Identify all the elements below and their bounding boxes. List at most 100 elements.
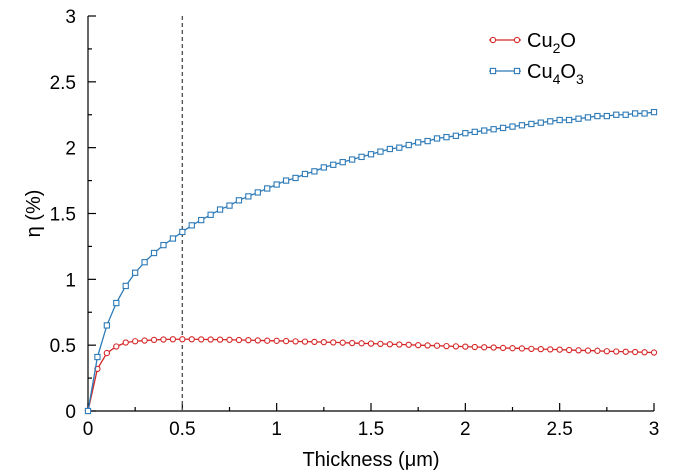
data-point xyxy=(603,112,610,120)
data-point xyxy=(113,299,120,307)
data-point xyxy=(348,156,356,163)
data-point xyxy=(509,345,516,352)
data-point xyxy=(490,344,497,351)
data-point xyxy=(490,126,497,133)
series-layer xyxy=(84,108,658,415)
data-point xyxy=(141,337,148,344)
data-point xyxy=(547,346,554,353)
data-point xyxy=(179,228,186,236)
data-point xyxy=(122,282,129,290)
data-point xyxy=(169,235,177,242)
data-point xyxy=(226,336,233,343)
data-point xyxy=(565,116,573,124)
data-point xyxy=(471,343,478,351)
y-tick-label: 2.5 xyxy=(50,73,76,94)
data-point xyxy=(339,339,346,346)
data-point xyxy=(462,343,469,350)
data-point xyxy=(367,151,375,158)
data-point xyxy=(443,342,450,350)
data-point xyxy=(358,153,365,161)
legend-marker xyxy=(489,36,497,44)
data-point xyxy=(198,216,205,224)
series-2 xyxy=(84,108,658,415)
y-axis-ticks: 0 0.5 1 1.5 2 2.5 3 xyxy=(50,7,96,423)
data-point xyxy=(594,112,601,120)
data-point xyxy=(339,159,346,166)
data-point xyxy=(282,337,290,345)
data-point xyxy=(641,349,648,356)
data-point xyxy=(481,127,488,134)
data-point xyxy=(386,145,394,153)
data-point xyxy=(320,338,327,346)
data-point xyxy=(320,164,327,171)
data-point xyxy=(547,118,554,125)
data-point xyxy=(301,338,309,345)
data-point xyxy=(424,137,431,145)
data-point xyxy=(113,343,120,350)
data-point xyxy=(141,259,148,266)
y-axis-label: η (%) xyxy=(23,190,45,238)
data-point xyxy=(575,115,582,122)
series-1 xyxy=(84,336,658,415)
data-point xyxy=(415,139,422,146)
data-point xyxy=(565,346,573,354)
x-tick-label: 3 xyxy=(649,419,660,440)
legend-label: Cu4O3 xyxy=(527,61,584,87)
x-tick-label: 1.5 xyxy=(358,419,384,440)
data-point xyxy=(528,345,535,353)
data-point xyxy=(122,339,129,346)
data-point xyxy=(179,336,186,343)
data-point xyxy=(631,110,639,117)
data-point xyxy=(622,111,629,118)
y-tick-label: 1 xyxy=(65,270,76,291)
data-point xyxy=(188,336,195,343)
data-point xyxy=(103,322,111,329)
data-point xyxy=(405,341,412,348)
data-point xyxy=(160,336,167,343)
data-point xyxy=(499,344,507,352)
data-point xyxy=(301,170,309,178)
data-point xyxy=(405,141,412,149)
data-point xyxy=(415,342,422,349)
data-point xyxy=(254,189,261,196)
data-point xyxy=(330,161,337,168)
data-point xyxy=(311,338,318,346)
data-point xyxy=(216,206,224,213)
data-point xyxy=(282,177,290,184)
data-point xyxy=(650,349,658,356)
data-point xyxy=(631,348,639,356)
x-axis-label: Thickness (μm) xyxy=(302,449,439,471)
data-point xyxy=(499,124,507,132)
data-point xyxy=(377,148,384,155)
data-point xyxy=(396,144,403,151)
legend-item: Cu2O xyxy=(489,30,576,56)
data-point xyxy=(386,341,394,348)
data-point xyxy=(537,345,544,353)
data-point xyxy=(584,347,592,354)
y-tick-label: 0 xyxy=(65,402,76,423)
data-point xyxy=(481,344,488,351)
data-point xyxy=(518,122,526,129)
data-point xyxy=(575,347,582,354)
data-point xyxy=(273,181,280,188)
data-point xyxy=(150,249,158,257)
data-point xyxy=(292,338,299,345)
data-point xyxy=(584,114,592,121)
data-point xyxy=(594,347,601,354)
data-point xyxy=(216,336,224,343)
x-tick-label: 2 xyxy=(460,419,471,440)
data-point xyxy=(622,348,629,355)
x-tick-label: 1 xyxy=(271,419,282,440)
data-point xyxy=(132,269,139,276)
data-point xyxy=(424,342,431,349)
x-tick-label: 0.5 xyxy=(169,419,195,440)
data-point xyxy=(452,343,460,350)
x-tick-label: 0 xyxy=(83,419,94,440)
data-point xyxy=(292,174,299,182)
legend-label: Cu2O xyxy=(527,30,576,56)
data-point xyxy=(556,346,563,353)
y-tick-label: 1.5 xyxy=(50,205,76,226)
data-point xyxy=(367,340,375,347)
data-point xyxy=(613,111,620,118)
